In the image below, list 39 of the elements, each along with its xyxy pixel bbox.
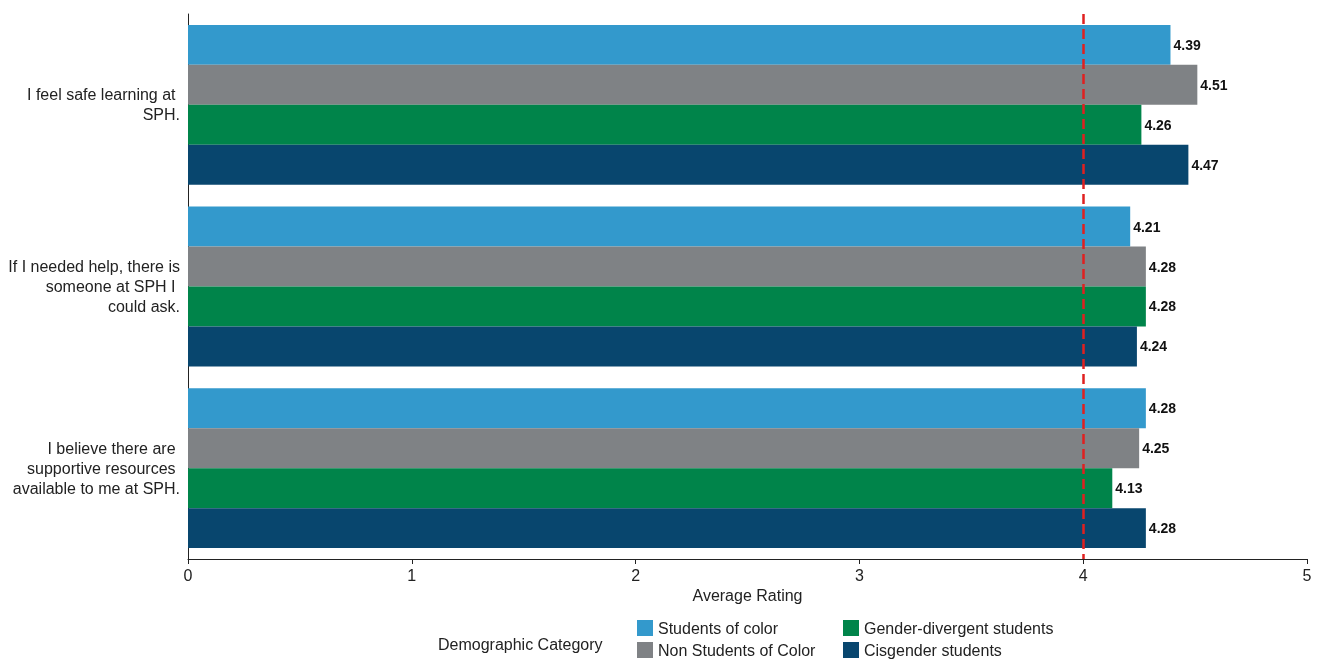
x-axis-title: Average Rating <box>692 587 803 605</box>
bar <box>188 326 1137 367</box>
legend-label: Students of color <box>658 619 779 637</box>
data-label: 4.25 <box>1142 440 1170 457</box>
bar <box>188 24 1171 65</box>
data-label: 4.13 <box>1115 480 1143 497</box>
data-label: 4.51 <box>1200 76 1228 93</box>
bar <box>188 144 1189 185</box>
bar <box>188 206 1131 247</box>
bar <box>188 64 1198 105</box>
x-tick-label: 3 <box>854 566 864 584</box>
data-label: 4.21 <box>1133 218 1161 235</box>
legend-label: Cisgender students <box>864 641 1002 659</box>
x-tick-label: 0 <box>183 566 193 584</box>
data-label: 4.28 <box>1148 258 1177 275</box>
data-label: 4.26 <box>1144 116 1172 133</box>
data-label: 4.28 <box>1148 400 1177 417</box>
bar <box>188 508 1146 549</box>
y-tick-label: I believe there are supportive resources available to me at SPH. <box>12 439 180 497</box>
x-tick-label: 2 <box>631 566 641 584</box>
y-tick-label: If I needed help, there is someone at SPH I could ask. <box>8 258 180 315</box>
bar <box>188 388 1146 429</box>
legend-title: Demographic Category <box>438 635 603 653</box>
data-label: 4.24 <box>1139 338 1168 355</box>
x-tick-label: 1 <box>407 566 417 584</box>
y-tick-label: I feel safe learning at SPH. <box>27 86 180 124</box>
x-tick-label: 4 <box>1078 566 1088 584</box>
data-label: 4.47 <box>1191 156 1219 173</box>
data-label: 4.39 <box>1173 36 1201 53</box>
bar <box>188 468 1113 509</box>
legend-label: Gender-divergent students <box>864 619 1054 637</box>
data-label: 4.28 <box>1148 298 1177 315</box>
bar <box>188 286 1146 327</box>
bar <box>188 428 1140 469</box>
bar <box>188 104 1142 145</box>
bar <box>188 246 1146 287</box>
legend-label: Non Students of Color <box>658 641 817 659</box>
data-label: 4.28 <box>1148 520 1177 537</box>
x-tick-label: 5 <box>1302 566 1312 584</box>
